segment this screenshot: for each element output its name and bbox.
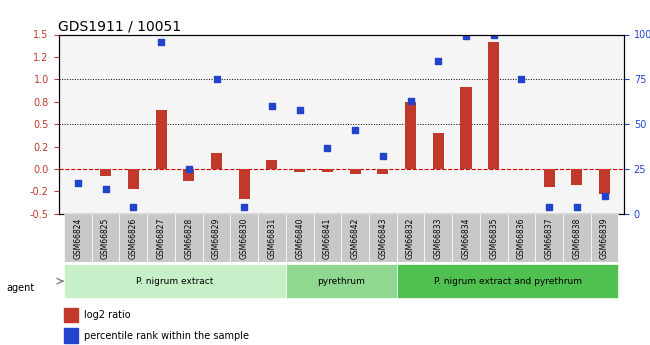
FancyBboxPatch shape bbox=[369, 214, 396, 262]
Text: P. nigrum extract: P. nigrum extract bbox=[136, 277, 214, 286]
Bar bbox=[64, 328, 78, 343]
Bar bbox=[211, 153, 222, 169]
Text: GSM66842: GSM66842 bbox=[350, 218, 359, 259]
Point bbox=[211, 77, 222, 82]
Bar bbox=[239, 169, 250, 199]
Bar bbox=[322, 169, 333, 172]
Bar bbox=[543, 169, 554, 187]
Bar bbox=[433, 133, 444, 169]
Point bbox=[239, 204, 250, 209]
FancyBboxPatch shape bbox=[424, 214, 452, 262]
Point bbox=[516, 77, 526, 82]
FancyBboxPatch shape bbox=[508, 214, 536, 262]
FancyBboxPatch shape bbox=[396, 214, 424, 262]
Text: GSM66829: GSM66829 bbox=[212, 218, 221, 259]
Bar bbox=[266, 160, 278, 169]
Text: GSM66834: GSM66834 bbox=[462, 218, 471, 259]
Text: GSM66832: GSM66832 bbox=[406, 218, 415, 259]
Text: log2 ratio: log2 ratio bbox=[84, 310, 131, 320]
Text: GSM66826: GSM66826 bbox=[129, 218, 138, 259]
Bar bbox=[599, 169, 610, 194]
Point bbox=[100, 186, 110, 191]
Text: GSM66830: GSM66830 bbox=[240, 218, 249, 259]
FancyBboxPatch shape bbox=[452, 214, 480, 262]
Text: GSM66840: GSM66840 bbox=[295, 218, 304, 259]
Text: GSM66824: GSM66824 bbox=[73, 218, 83, 259]
Point bbox=[461, 33, 471, 39]
FancyBboxPatch shape bbox=[396, 264, 618, 298]
Bar bbox=[350, 169, 361, 174]
Point bbox=[544, 204, 554, 209]
Text: percentile rank within the sample: percentile rank within the sample bbox=[84, 331, 249, 341]
FancyBboxPatch shape bbox=[286, 214, 313, 262]
Bar bbox=[460, 87, 471, 169]
FancyBboxPatch shape bbox=[258, 214, 286, 262]
Point bbox=[266, 104, 277, 109]
Point bbox=[599, 193, 610, 199]
Point bbox=[73, 181, 83, 186]
FancyBboxPatch shape bbox=[64, 214, 92, 262]
Text: GSM66839: GSM66839 bbox=[600, 218, 609, 259]
Text: GSM66837: GSM66837 bbox=[545, 218, 554, 259]
Text: pyrethrum: pyrethrum bbox=[317, 277, 365, 286]
Point bbox=[128, 204, 138, 209]
Point bbox=[183, 166, 194, 172]
FancyBboxPatch shape bbox=[313, 214, 341, 262]
Bar bbox=[100, 169, 111, 176]
Text: GSM66828: GSM66828 bbox=[185, 218, 193, 259]
Point bbox=[489, 32, 499, 37]
Point bbox=[572, 204, 582, 209]
FancyBboxPatch shape bbox=[591, 214, 618, 262]
Point bbox=[433, 59, 443, 64]
Text: agent: agent bbox=[6, 283, 34, 293]
FancyBboxPatch shape bbox=[147, 214, 175, 262]
Text: GSM66841: GSM66841 bbox=[323, 218, 332, 259]
FancyBboxPatch shape bbox=[92, 214, 120, 262]
FancyBboxPatch shape bbox=[120, 214, 147, 262]
Bar bbox=[128, 169, 139, 189]
FancyBboxPatch shape bbox=[230, 214, 258, 262]
FancyBboxPatch shape bbox=[480, 214, 508, 262]
Bar bbox=[64, 308, 78, 322]
Bar bbox=[183, 169, 194, 181]
FancyBboxPatch shape bbox=[175, 214, 203, 262]
Text: GSM66838: GSM66838 bbox=[573, 218, 581, 259]
Text: GDS1911 / 10051: GDS1911 / 10051 bbox=[58, 19, 181, 33]
Bar bbox=[155, 110, 166, 169]
FancyBboxPatch shape bbox=[203, 214, 230, 262]
Point bbox=[156, 39, 166, 45]
Bar bbox=[294, 169, 306, 172]
Text: GSM66825: GSM66825 bbox=[101, 218, 110, 259]
Text: GSM66835: GSM66835 bbox=[489, 218, 498, 259]
Point bbox=[378, 154, 388, 159]
Bar bbox=[488, 42, 499, 169]
Text: GSM66843: GSM66843 bbox=[378, 218, 387, 259]
Point bbox=[322, 145, 333, 150]
Bar bbox=[571, 169, 582, 185]
Text: GSM66827: GSM66827 bbox=[157, 218, 166, 259]
Text: GSM66836: GSM66836 bbox=[517, 218, 526, 259]
Point bbox=[406, 98, 416, 104]
FancyBboxPatch shape bbox=[64, 264, 286, 298]
Bar bbox=[405, 102, 416, 169]
Text: GSM66831: GSM66831 bbox=[267, 218, 276, 259]
Point bbox=[294, 107, 305, 112]
Text: GSM66833: GSM66833 bbox=[434, 218, 443, 259]
FancyBboxPatch shape bbox=[286, 264, 396, 298]
FancyBboxPatch shape bbox=[341, 214, 369, 262]
Bar bbox=[377, 169, 389, 174]
FancyBboxPatch shape bbox=[536, 214, 563, 262]
Point bbox=[350, 127, 360, 132]
Text: P. nigrum extract and pyrethrum: P. nigrum extract and pyrethrum bbox=[434, 277, 582, 286]
FancyBboxPatch shape bbox=[563, 214, 591, 262]
